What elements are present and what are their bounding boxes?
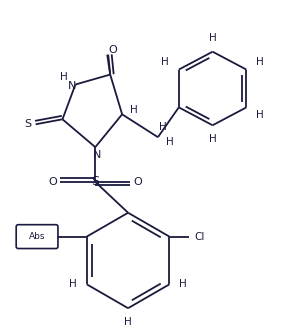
Text: O: O bbox=[134, 177, 142, 187]
Text: H: H bbox=[256, 57, 264, 67]
Text: Abs: Abs bbox=[29, 232, 45, 241]
Text: H: H bbox=[124, 317, 132, 327]
Text: H: H bbox=[60, 72, 67, 82]
Text: H: H bbox=[130, 105, 138, 115]
Text: S: S bbox=[24, 119, 31, 129]
Text: N: N bbox=[93, 150, 102, 160]
FancyBboxPatch shape bbox=[16, 225, 58, 249]
Text: S: S bbox=[91, 175, 99, 188]
Text: Cl: Cl bbox=[194, 232, 204, 242]
Text: H: H bbox=[166, 137, 174, 147]
Text: H: H bbox=[69, 279, 77, 289]
Text: H: H bbox=[209, 33, 216, 43]
Text: N: N bbox=[68, 81, 77, 92]
Text: H: H bbox=[180, 279, 187, 289]
Text: H: H bbox=[161, 57, 169, 67]
Text: O: O bbox=[48, 177, 57, 187]
Text: H: H bbox=[256, 110, 264, 120]
Text: O: O bbox=[109, 45, 117, 55]
Text: H: H bbox=[209, 134, 216, 144]
Text: H: H bbox=[159, 122, 167, 132]
